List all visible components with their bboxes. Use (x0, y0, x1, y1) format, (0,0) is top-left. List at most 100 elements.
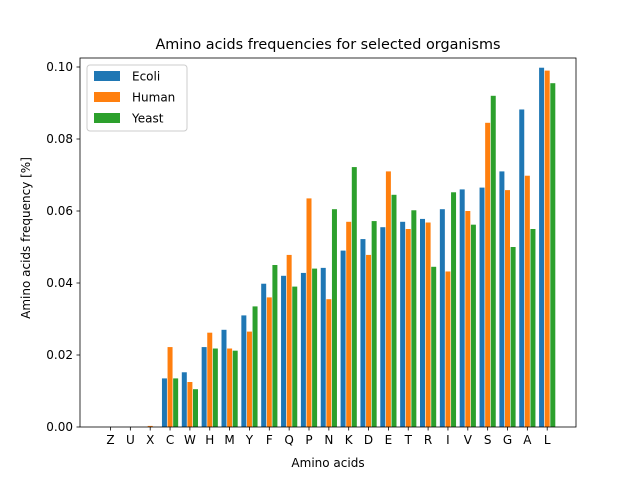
bar-human-I (445, 271, 451, 427)
legend-swatch-human (94, 92, 120, 102)
bar-human-H (207, 332, 213, 427)
bar-yeast-D (371, 221, 377, 427)
bar-human-E (385, 171, 391, 427)
bar-yeast-Q (292, 286, 298, 427)
x-tick-label-M: M (224, 433, 234, 447)
x-tick-label-N: N (324, 433, 333, 447)
x-tick-label-S: S (484, 433, 492, 447)
x-tick-label-L: L (544, 433, 551, 447)
bar-ecoli-D (360, 239, 366, 427)
bar-yeast-K (351, 167, 357, 427)
x-tick-label-G: G (503, 433, 512, 447)
bar-ecoli-E (380, 227, 386, 427)
bar-human-X (147, 425, 153, 427)
bar-ecoli-G (499, 171, 505, 427)
bar-human-G (505, 190, 510, 427)
bar-ecoli-C (161, 378, 167, 427)
series-yeast (173, 83, 556, 428)
bar-ecoli-N (320, 267, 326, 427)
x-tick-label-I: I (446, 433, 450, 447)
bar-ecoli-H (201, 347, 207, 427)
bar-yeast-C (173, 378, 179, 427)
bar-yeast-P (312, 268, 318, 427)
bar-ecoli-F (261, 283, 267, 427)
bar-human-M (227, 348, 233, 427)
bar-ecoli-L (539, 67, 545, 427)
bar-ecoli-Q (281, 275, 287, 427)
chart-title: Amino acids frequencies for selected org… (155, 37, 500, 53)
y-tick-label: 0.04 (46, 276, 73, 290)
bar-yeast-G (510, 247, 516, 427)
bar-yeast-S (490, 95, 496, 428)
bar-yeast-Y (252, 306, 258, 427)
bar-human-N (326, 299, 332, 427)
x-tick-label-Z: Z (106, 433, 114, 447)
y-tick-label: 0.10 (46, 60, 73, 74)
bar-ecoli-M (221, 329, 227, 427)
bar-ecoli-Y (241, 315, 247, 427)
x-tick-label-K: K (345, 433, 354, 447)
bar-human-D (366, 254, 372, 427)
x-tick-label-X: X (146, 433, 154, 447)
x-tick-label-V: V (464, 433, 473, 447)
axes-frame (79, 57, 577, 428)
bar-yeast-F (272, 265, 278, 427)
bar-yeast-L (550, 83, 556, 427)
legend: Ecoli Human Yeast (86, 64, 188, 132)
bar-human-V (465, 211, 471, 427)
bar-human-T (405, 229, 411, 427)
bar-yeast-A (530, 229, 536, 427)
bar-ecoli-V (459, 189, 465, 427)
bar-yeast-T (411, 210, 417, 427)
bar-yeast-H (212, 348, 218, 427)
y-tick-label: 0.02 (46, 348, 73, 362)
bar-yeast-R (431, 266, 437, 427)
x-tick-label-U: U (126, 433, 135, 447)
bar-ecoli-P (300, 272, 306, 427)
legend-label-yeast: Yeast (131, 112, 164, 126)
bar-ecoli-R (420, 218, 425, 427)
legend-label-ecoli: Ecoli (132, 70, 160, 84)
bar-yeast-E (391, 194, 397, 427)
bar-human-L (544, 70, 550, 427)
x-tick-label-R: R (424, 433, 432, 447)
x-tick-label-W: W (184, 433, 196, 447)
bar-human-F (266, 297, 272, 427)
x-tick-label-Y: Y (245, 433, 254, 447)
x-axis-label: Amino acids (291, 456, 364, 470)
bar-human-W (187, 382, 193, 427)
bar-ecoli-K (340, 250, 346, 427)
bar-human-S (485, 122, 491, 428)
legend-swatch-yeast (94, 113, 120, 123)
bar-human-R (425, 222, 431, 427)
bar-ecoli-W (181, 372, 187, 427)
x-tick-label-F: F (266, 433, 273, 447)
bar-ecoli-I (439, 209, 445, 427)
bar-ecoli-A (519, 109, 525, 427)
x-tick-label-E: E (385, 433, 393, 447)
plot-area: 0.00 0.02 0.04 0.06 0.08 0.10 Z U X C W H M Y F Q P N K D E T… (46, 57, 577, 447)
series-ecoli (161, 67, 545, 427)
series-human (147, 70, 550, 428)
bar-yeast-I (451, 192, 457, 427)
bar-human-C (167, 347, 173, 427)
bar-human-K (346, 221, 352, 427)
bar-human-P (306, 198, 312, 427)
y-tick-label: 0.00 (46, 420, 73, 434)
y-tick-label: 0.08 (46, 132, 73, 146)
x-tick-label-T: T (404, 433, 413, 447)
bar-yeast-M (232, 350, 238, 427)
bar-human-A (524, 175, 530, 427)
x-tick-label-C: C (166, 433, 174, 447)
y-tick-label: 0.06 (46, 204, 73, 218)
x-tick-label-P: P (305, 433, 312, 447)
x-tick-label-D: D (364, 433, 373, 447)
bar-yeast-V (470, 224, 476, 427)
legend-swatch-ecoli (94, 71, 120, 81)
x-tick-label-Q: Q (284, 433, 293, 447)
x-tick-label-H: H (205, 433, 214, 447)
bar-human-Y (246, 331, 252, 427)
legend-label-human: Human (132, 91, 175, 105)
y-axis-label: Amino acids frequency [%] (19, 157, 33, 319)
